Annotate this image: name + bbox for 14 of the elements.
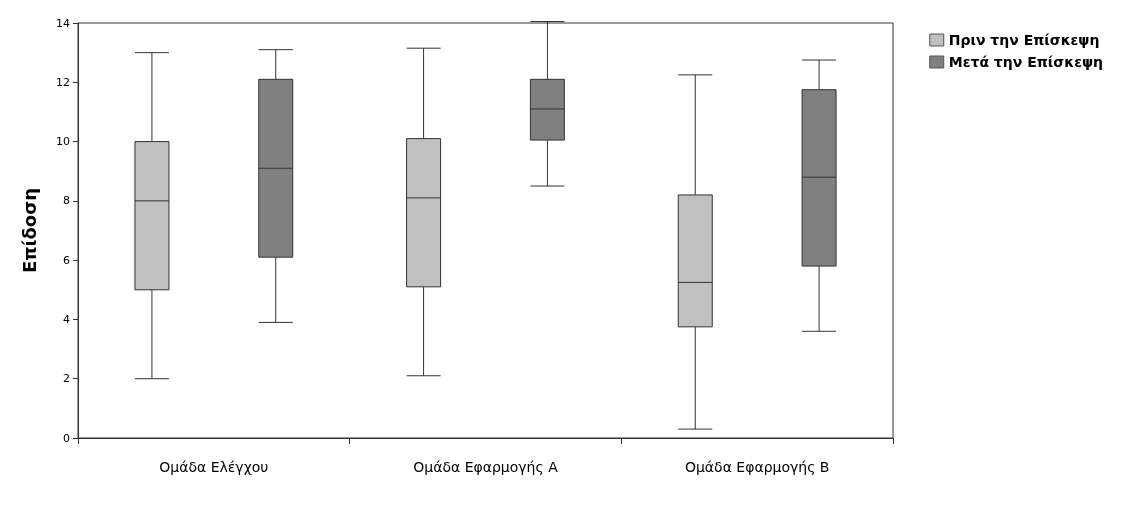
y-tick-label: 14 bbox=[56, 16, 70, 30]
y-tick-label: 8 bbox=[63, 194, 70, 208]
legend-label: Πριν την Επίσκεψη bbox=[948, 32, 1100, 48]
y-tick-label: 10 bbox=[56, 135, 70, 149]
y-axis-title: Επίδοση bbox=[18, 187, 40, 274]
x-tick-label: Ομάδα Εφαρμογής Β bbox=[684, 459, 830, 475]
x-tick-label: Ομάδα Ελέγχου bbox=[159, 459, 269, 475]
y-tick-label: 0 bbox=[63, 431, 70, 445]
y-tick-label: 12 bbox=[56, 75, 70, 89]
x-tick-label: Ομάδα Εφαρμογής Α bbox=[413, 459, 559, 475]
y-tick-label: 6 bbox=[63, 253, 70, 267]
y-tick-label: 2 bbox=[63, 372, 70, 386]
y-tick-label: 4 bbox=[63, 312, 70, 326]
legend-label: Μετά την Επίσκεψη bbox=[948, 54, 1103, 70]
